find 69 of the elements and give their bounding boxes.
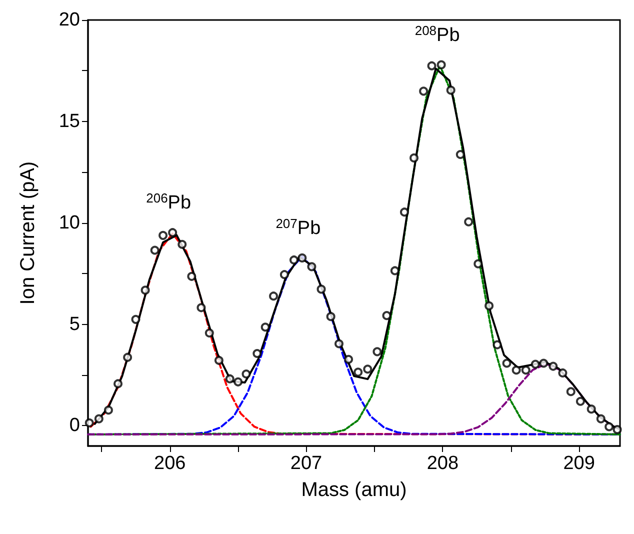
point <box>446 86 456 95</box>
point <box>307 262 316 272</box>
point <box>436 60 446 70</box>
point <box>604 422 614 432</box>
y-tick-label: 10 <box>58 212 80 234</box>
point <box>123 352 132 362</box>
point <box>84 418 94 428</box>
point <box>474 259 483 268</box>
point <box>150 246 160 255</box>
point <box>484 301 494 310</box>
point <box>612 425 622 434</box>
point <box>400 208 409 217</box>
y-tick-label: 0 <box>69 415 80 436</box>
point <box>382 311 392 320</box>
point <box>492 340 502 350</box>
point <box>104 406 113 415</box>
point <box>530 360 540 369</box>
point <box>187 272 196 281</box>
x-axis-title: Mass (amu) <box>301 479 407 501</box>
point <box>512 366 521 375</box>
point <box>410 153 419 162</box>
point <box>548 362 558 371</box>
y-axis-title: Ion Current (pA) <box>17 161 39 305</box>
point <box>558 368 568 378</box>
point <box>576 396 585 406</box>
y-tick-label: 5 <box>69 314 80 335</box>
point <box>234 377 243 386</box>
point <box>586 404 596 414</box>
point <box>289 255 298 264</box>
point <box>372 347 382 356</box>
point <box>316 284 326 294</box>
point <box>114 379 123 388</box>
x-tick-label: 209 <box>563 453 595 474</box>
point <box>354 368 363 377</box>
point <box>326 312 336 322</box>
point <box>158 230 168 240</box>
point <box>419 86 428 96</box>
point <box>298 253 307 262</box>
y-tick-label: 15 <box>58 110 80 132</box>
point <box>427 61 436 70</box>
point <box>334 339 344 348</box>
x-tick-label: 206 <box>154 453 186 474</box>
point <box>168 228 178 238</box>
point <box>566 387 576 396</box>
point <box>242 369 251 378</box>
point <box>196 303 206 312</box>
point <box>390 266 400 276</box>
point <box>260 322 270 332</box>
point <box>225 374 234 384</box>
point <box>131 314 140 324</box>
point <box>344 354 354 364</box>
point <box>502 358 512 368</box>
x-tick-label: 208 <box>426 453 459 474</box>
point <box>464 217 474 226</box>
point <box>539 358 548 368</box>
point <box>214 356 224 365</box>
point <box>252 349 262 358</box>
point <box>280 270 289 280</box>
point <box>456 150 465 159</box>
y-tick-label: 20 <box>58 10 80 30</box>
point <box>521 366 530 375</box>
point <box>94 414 104 424</box>
x-tick-label: 207 <box>290 453 322 474</box>
point <box>204 328 214 338</box>
point <box>596 414 606 424</box>
point <box>178 240 187 249</box>
point <box>363 364 372 374</box>
point <box>269 292 278 301</box>
point <box>140 286 150 295</box>
